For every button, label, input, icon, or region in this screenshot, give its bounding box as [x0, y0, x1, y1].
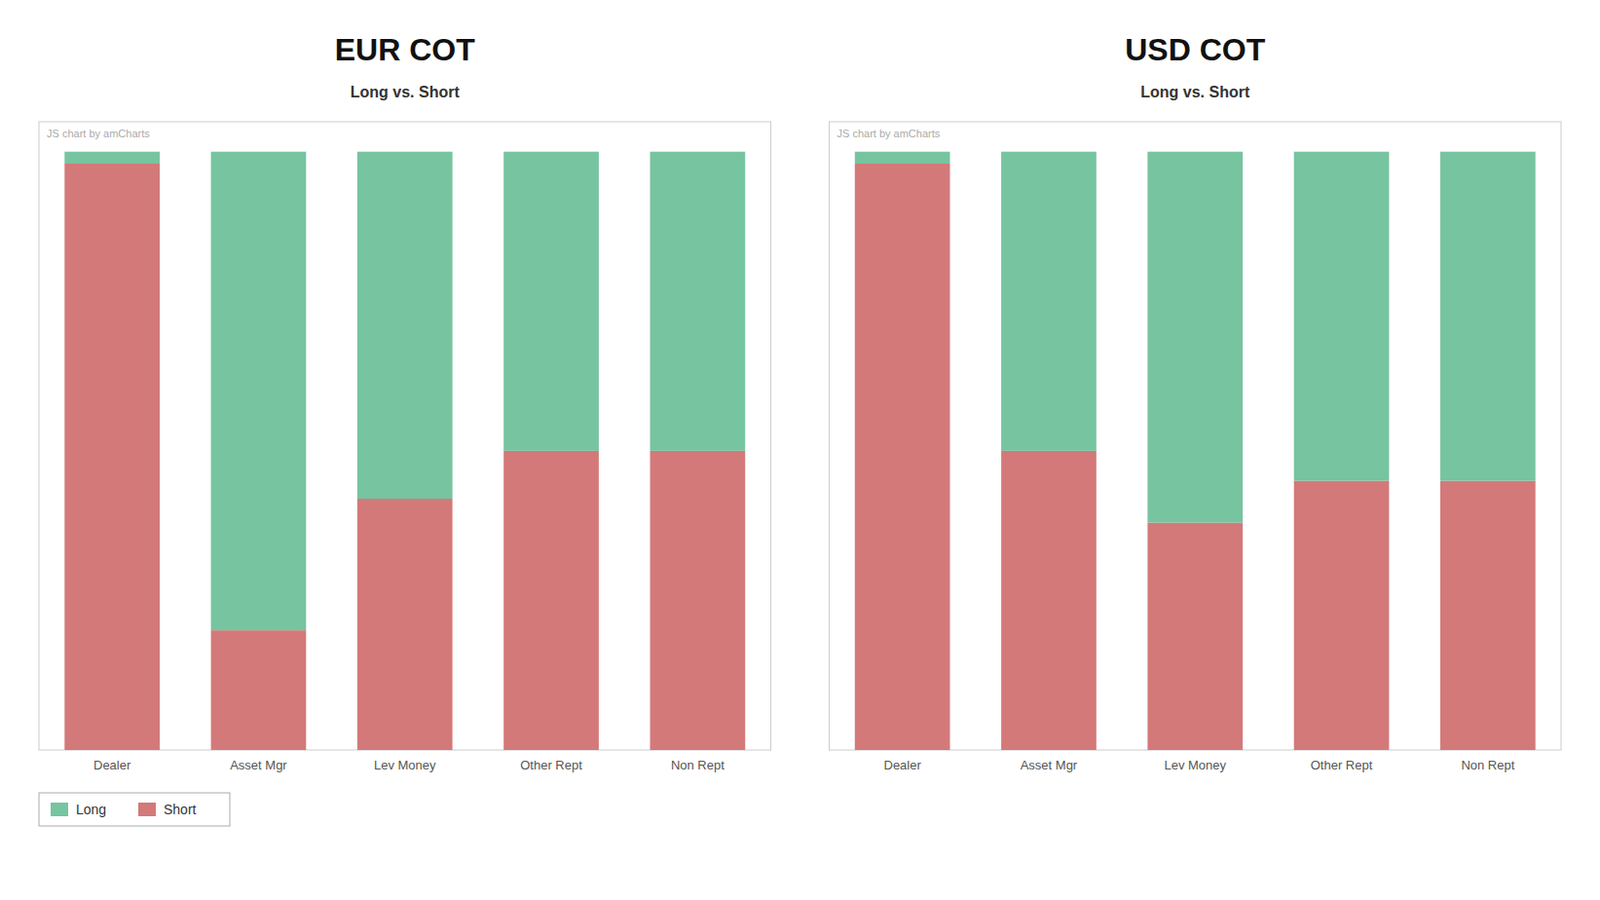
bar-segment	[1001, 151, 1097, 451]
chart-panel: USD COT Long vs. Short Dealer Asset Mgr Lev …	[829, 32, 1563, 773]
x-tick-label: Other Rept	[1310, 757, 1374, 773]
legend-label: Short	[163, 801, 197, 818]
bar-segment	[64, 163, 160, 750]
bars	[855, 151, 1536, 750]
legend-label: Long	[75, 801, 107, 818]
x-tick-label: Non Rept	[670, 757, 725, 773]
chart-panel: EUR COT Long vs. Short Dealer Asset Mgr Lev …	[38, 32, 772, 826]
bar-segment	[1294, 481, 1390, 750]
x-tick-label: Asset Mgr	[1020, 757, 1079, 773]
figure: EUR COT Long vs. Short Dealer Asset Mgr Lev …	[0, 0, 1600, 900]
bar-segment	[1440, 481, 1536, 750]
chart-subtitle: Long vs. Short	[1140, 83, 1251, 101]
x-tick-label: Dealer	[93, 757, 132, 773]
bar-segment	[211, 151, 307, 631]
bar-segment	[650, 151, 746, 451]
chart-title: USD COT	[1124, 32, 1266, 68]
legend-swatch	[50, 802, 69, 817]
bar-segment	[1440, 151, 1536, 482]
legend-swatch	[138, 802, 156, 817]
legend: Long Short	[38, 792, 230, 826]
x-tick-label: Dealer	[884, 757, 923, 773]
bar-segment	[1001, 450, 1097, 750]
bar-segment	[357, 498, 453, 750]
chart-title: EUR COT	[334, 32, 476, 68]
x-tick-label: Lev Money	[373, 757, 437, 773]
bar-segment	[503, 450, 599, 750]
bar-segment	[855, 163, 951, 750]
plot-frame	[38, 121, 772, 750]
bar-segment	[650, 450, 746, 750]
bar-segment	[211, 630, 307, 750]
bar-segment	[1294, 151, 1390, 482]
x-tick-label: Other Rept	[520, 757, 583, 773]
x-tick-label: Asset Mgr	[229, 757, 288, 773]
annotation: JS chart by amCharts	[837, 127, 941, 140]
bars	[64, 151, 745, 750]
x-tick-label: Lev Money	[1163, 757, 1227, 773]
chart-subtitle: Long vs. Short	[350, 83, 461, 101]
x-tick-label: Non Rept	[1460, 757, 1515, 773]
bar-segment	[357, 151, 453, 499]
annotation: JS chart by amCharts	[46, 127, 150, 140]
bar-segment	[503, 151, 599, 451]
bar-segment	[1147, 151, 1243, 523]
bar-segment	[64, 151, 160, 164]
plot-frame	[829, 121, 1563, 750]
bar-segment	[855, 151, 951, 164]
legend-frame	[38, 792, 230, 826]
bar-segment	[1147, 522, 1243, 750]
